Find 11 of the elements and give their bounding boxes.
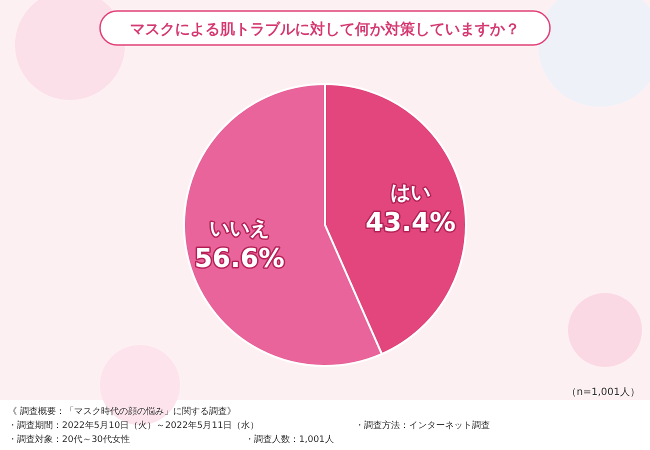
data-label: 43.4%: [365, 208, 456, 238]
chart-title: マスクによる肌トラブルに対して何か対策していますか？: [130, 20, 520, 38]
slice-label: いいえ: [209, 216, 270, 240]
text: ・調査期間：2022年5月10日（火）～2022年5月11日（水）: [8, 420, 260, 431]
text: 《 調査概要：「マスク時代の顔の悩み」に関する調査》: [8, 406, 236, 417]
slice-label: はい: [390, 180, 431, 204]
text: ・調査対象：20代～30代女性: [8, 434, 130, 445]
text: ・調査方法：インターネット調査: [355, 420, 490, 431]
text: （n=1,001人）: [566, 387, 640, 398]
data-label: 56.6%: [194, 244, 285, 274]
text: ・調査人数：1,001人: [245, 434, 334, 445]
